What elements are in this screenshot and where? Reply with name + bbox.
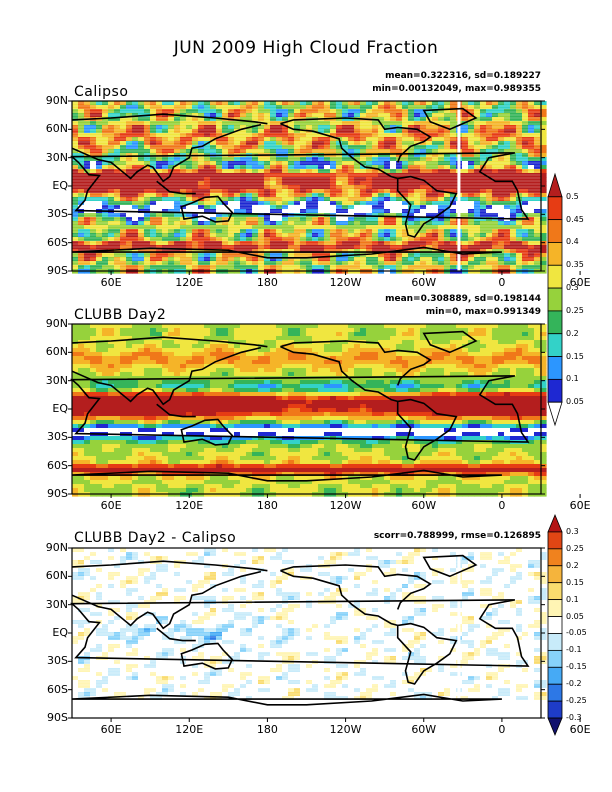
colorbar-fraction-label-6: 0.35 <box>566 260 584 270</box>
colorbar-fraction-label-2: 0.15 <box>566 351 584 361</box>
panel-1-lon-tick-120W-3: 120W <box>329 276 362 289</box>
panel-3-lon-tick-180-2: 180 <box>256 723 278 736</box>
colorbar-difference-label-6: 0.05 <box>566 611 584 621</box>
panel-1-lon-tick-60E-6: 60E <box>569 276 591 289</box>
panel-3-lon-tick-60W-4: 60W <box>411 723 437 736</box>
panel-2-title: CLUBB Day2 <box>74 307 167 323</box>
colorbar-fraction-label-5: 0.3 <box>566 283 579 293</box>
panel-2-stats-line2: min=0, max=0.991349 <box>425 307 541 317</box>
panel-1-lat-tick-60S: 60S <box>47 235 68 249</box>
colorbar-fraction-label-9: 0.5 <box>566 191 579 201</box>
panel-1-map <box>68 100 581 275</box>
panel-1-coastlines <box>69 107 530 259</box>
panel-1-lat-tick-60N: 60N <box>45 122 68 136</box>
colorbar-difference-label-5: -0.05 <box>566 628 587 638</box>
panel-1-frame <box>71 100 542 272</box>
colorbar-fraction-label-1: 0.1 <box>566 374 579 384</box>
panel-2-lon-tick-60E-6: 60E <box>569 499 591 512</box>
panel-1-lat-tick-EQ: EQ <box>52 179 68 192</box>
panel-1-title: Calipso <box>74 84 129 100</box>
colorbar-difference-label-1: -0.25 <box>566 696 587 706</box>
panel-3-lat-tick-60S: 60S <box>47 682 68 696</box>
panel-3-lon-tick-60E-0: 60E <box>100 723 122 736</box>
panel-2-lat-tick-60S: 60S <box>47 458 68 472</box>
panel-2-map <box>68 323 581 498</box>
panel-1-lon-tick-60W-4: 60W <box>411 276 437 289</box>
panel-1-lon-tick-120E-1: 120E <box>175 276 204 289</box>
colorbar-difference-label-3: -0.15 <box>566 662 587 672</box>
panel-2-coastlines <box>69 330 530 482</box>
panel-2-lon-tick-0-5: 0 <box>498 499 506 512</box>
colorbar-fraction <box>547 172 563 427</box>
colorbar-difference-label-9: 0.2 <box>566 560 579 570</box>
panel-3-title: CLUBB Day2 - Calipso <box>74 530 237 546</box>
panel-2-lon-tick-180-2: 180 <box>256 499 278 512</box>
panel-2-lon-tick-120W-3: 120W <box>329 499 362 512</box>
panel-3-coastlines <box>69 554 530 706</box>
colorbar-fraction-label-0: 0.05 <box>566 397 584 407</box>
panel-2-lat-tick-90N: 90N <box>45 317 68 330</box>
panel-2-stats: mean=0.308889, sd=0.198144 min=0, max=0.… <box>385 293 541 319</box>
panel-2-lon-tick-120E-1: 120E <box>175 499 204 512</box>
colorbar-difference-label-7: 0.1 <box>566 594 579 604</box>
panel-3-lat-tick-30N: 30N <box>45 597 68 611</box>
panel-3-stats-line1: scorr=0.788999, rmse=0.126895 <box>373 531 541 541</box>
panel-1-lat-tick-90N: 90N <box>45 94 68 107</box>
panel-3-lat-tick-EQ: EQ <box>52 626 68 639</box>
colorbar-difference-label-0: -0.3 <box>566 713 582 723</box>
panel-1-stats: mean=0.322316, sd=0.189227 min=0.0013204… <box>372 70 541 96</box>
panel-1-lon-tick-0-5: 0 <box>498 276 506 289</box>
panel-2-lat-tick-90S: 90S <box>47 487 68 500</box>
panel-2-frame <box>71 323 542 495</box>
panel-3-frame <box>71 547 542 719</box>
colorbar-difference <box>547 513 563 737</box>
panel-2-lon-tick-60E-0: 60E <box>100 499 122 512</box>
panel-2-lon-tick-60W-4: 60W <box>411 499 437 512</box>
colorbar-fraction-label-4: 0.25 <box>566 305 584 315</box>
panel-2-lat-tick-30N: 30N <box>45 373 68 387</box>
colorbar-fraction-label-7: 0.4 <box>566 237 579 247</box>
panel-1-stats-line2: min=0.00132049, max=0.989355 <box>372 84 541 94</box>
panel-3-stats: scorr=0.788999, rmse=0.126895 <box>374 530 541 543</box>
panel-1-lat-tick-90S: 90S <box>47 264 68 277</box>
page-title: JUN 2009 High Cloud Fraction <box>173 38 439 58</box>
panel-3-lat-tick-90S: 90S <box>47 711 68 724</box>
panel-1-lat-tick-30S: 30S <box>47 207 68 221</box>
colorbar-difference-label-10: 0.25 <box>566 543 584 553</box>
panel-3-lon-tick-120W-3: 120W <box>329 723 362 736</box>
colorbar-difference-label-2: -0.2 <box>566 679 582 689</box>
panel-2-lat-tick-EQ: EQ <box>52 402 68 415</box>
panel-3-lon-tick-120E-1: 120E <box>175 723 204 736</box>
panel-1-lon-tick-180-2: 180 <box>256 276 278 289</box>
colorbar-difference-label-4: -0.1 <box>566 645 582 655</box>
panel-2-lat-tick-60N: 60N <box>45 345 68 359</box>
panel-1-stats-line1: mean=0.322316, sd=0.189227 <box>385 71 541 81</box>
panel-3-lat-tick-30S: 30S <box>47 654 68 668</box>
panel-2-stats-line1: mean=0.308889, sd=0.198144 <box>385 294 541 304</box>
panel-3-lon-tick-60E-6: 60E <box>569 723 591 736</box>
colorbar-fraction-label-8: 0.45 <box>566 214 584 224</box>
panel-1-lon-tick-60E-0: 60E <box>100 276 122 289</box>
panel-3-lat-tick-90N: 90N <box>45 541 68 554</box>
panel-3-map <box>68 547 581 722</box>
panel-1-lat-tick-30N: 30N <box>45 150 68 164</box>
panel-3-lon-tick-0-5: 0 <box>498 723 506 736</box>
panel-2-lat-tick-30S: 30S <box>47 430 68 444</box>
panel-3-lat-tick-60N: 60N <box>45 569 68 583</box>
colorbar-fraction-label-3: 0.2 <box>566 328 579 338</box>
colorbar-difference-label-11: 0.3 <box>566 526 579 536</box>
colorbar-difference-label-8: 0.15 <box>566 577 584 587</box>
